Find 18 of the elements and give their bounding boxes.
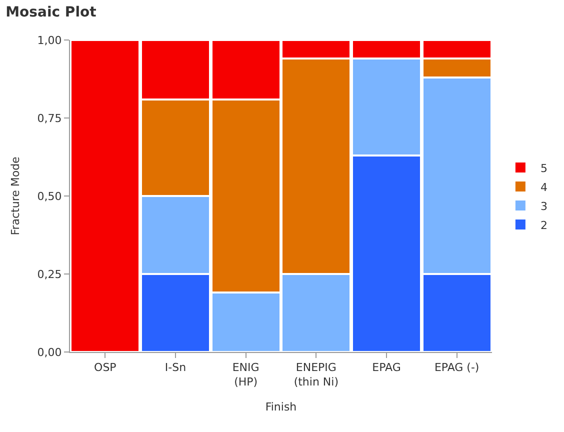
- x-tick-label: OSP: [94, 361, 117, 374]
- y-tick-label: 0,50: [37, 190, 62, 203]
- x-tick-label: EPAG: [372, 361, 401, 374]
- legend-label: 4: [540, 180, 548, 194]
- y-tick-label: 0,75: [37, 112, 62, 125]
- x-tick-label: ENIG (HP): [232, 361, 260, 388]
- y-axis-title: Fracture Mode: [8, 156, 22, 236]
- x-tick-label: I-Sn: [164, 361, 186, 374]
- legend-label: 5: [540, 162, 548, 175]
- legend-label: 3: [540, 200, 548, 213]
- y-tick-label: 1,00: [37, 34, 62, 47]
- legend-label: 2: [540, 218, 548, 232]
- x-axis-title: Finish: [265, 400, 297, 414]
- y-tick-label: 0,25: [37, 268, 62, 281]
- y-tick-label: 0,00: [37, 346, 62, 359]
- x-tick-label: ENEPIG (thin Ni): [294, 361, 339, 388]
- x-tick-label: EPAG (-): [434, 361, 480, 374]
- chart-title: Mosaic Plot: [6, 4, 97, 20]
